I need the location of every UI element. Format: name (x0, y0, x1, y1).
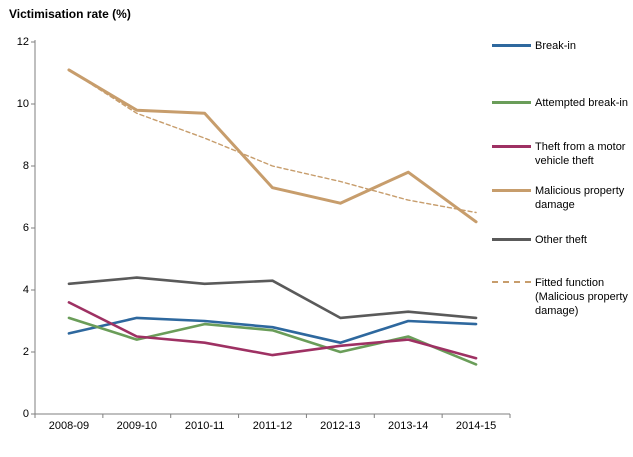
y-tick-label: 6 (22, 222, 29, 234)
legend-label: Fitted function (Malicious property dama… (535, 277, 628, 317)
x-tick-label: 2011-12 (252, 420, 293, 432)
x-tick-label: 2010-11 (184, 420, 225, 432)
y-tick-label: 8 (22, 160, 29, 172)
legend-item: Fitted function (Malicious property dama… (492, 276, 633, 318)
x-tick-label: 2012-13 (320, 420, 361, 432)
legend-swatch-solid-line (492, 44, 531, 47)
legend: Break-in Attempted break-in Theft from a m… (492, 0, 633, 457)
x-tick-label: 2013-14 (388, 420, 429, 432)
series-line-break-in (67, 316, 478, 345)
legend-label: Other theft (535, 234, 587, 246)
legend-item: Theft from a motor vehicle theft (492, 140, 633, 168)
series-line-attempted-break-in (67, 316, 478, 366)
legend-label: Attempted break-in (535, 97, 628, 109)
series-line-fitted-function-malicious-property-damage (68, 69, 477, 214)
y-tick-label: 2 (22, 346, 29, 358)
legend-swatch-solid-line (492, 189, 531, 192)
legend-swatch-dashed-line (492, 281, 531, 283)
legend-item: Attempted break-in (492, 96, 633, 110)
legend-label: Break-in (535, 40, 576, 52)
chart-title: Victimisation rate (%) (9, 7, 131, 21)
y-tick-label: 4 (22, 284, 29, 296)
series-line-malicious-property-damage (67, 68, 478, 224)
legend-swatch-solid-line (492, 101, 531, 104)
x-tick-label: 2014-15 (455, 420, 497, 432)
y-tick-label: 10 (16, 98, 29, 110)
legend-item: Malicious property damage (492, 184, 633, 212)
legend-swatch-solid-line (492, 145, 531, 148)
series-line-theft-from-a-motor-vehicle-theft (67, 301, 478, 360)
y-tick-label: 0 (22, 408, 29, 420)
legend-swatch-solid-line (492, 238, 531, 241)
legend-label: Malicious property damage (535, 185, 625, 211)
y-tick-label: 12 (16, 36, 29, 48)
series-line-other-theft (67, 276, 478, 320)
x-tick-label: 2009-10 (116, 420, 157, 432)
legend-item: Break-in (492, 39, 633, 53)
x-tick-label: 2008-09 (48, 420, 90, 432)
legend-item: Other theft (492, 233, 633, 247)
legend-label: Theft from a motor vehicle theft (535, 141, 626, 167)
